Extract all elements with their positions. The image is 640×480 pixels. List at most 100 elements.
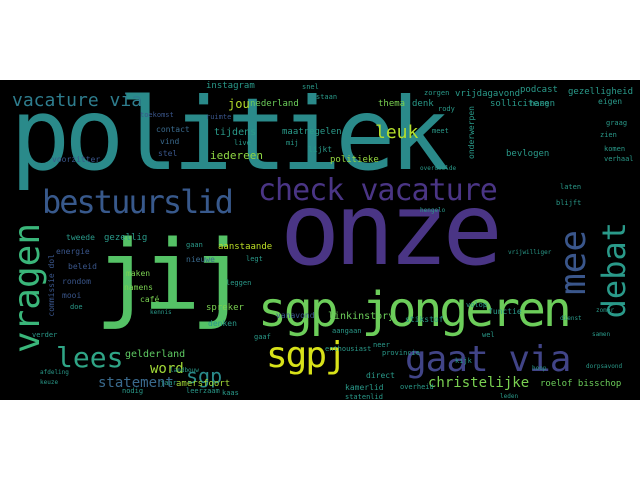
word-gaat-via: gaat via: [405, 339, 571, 380]
word-overheid: overheid: [400, 383, 434, 391]
word-solliciteren: solliciteren: [490, 99, 556, 109]
word-sgp: sgp: [186, 364, 223, 388]
word-stel: stel: [158, 149, 178, 158]
word-leuk: leuk: [375, 122, 419, 143]
word-sgpj: sgpj: [266, 335, 347, 376]
word-toekomst: toekomst: [140, 111, 174, 119]
word-graag: graag: [606, 119, 628, 127]
word-gaaf: gaaf: [254, 333, 271, 341]
word-hoop: hoop: [532, 365, 547, 372]
word-tweede: tweede: [66, 233, 95, 242]
word-lees: lees: [56, 341, 124, 374]
word-denk: denk: [412, 99, 434, 109]
word-sgp-jongeren: sgp jongeren: [258, 282, 572, 338]
word-roelof-bisschop: roelof bisschop: [540, 379, 622, 389]
word-blijft: blijft: [556, 199, 582, 207]
word-keuze: keuze: [40, 379, 59, 386]
word-maatregelen: maatregelen: [282, 127, 342, 137]
word-provincie: provincie: [382, 349, 420, 357]
word-politieke: politieke: [330, 155, 379, 165]
word-spreker: spreker: [206, 303, 244, 313]
word-live: live: [234, 139, 251, 147]
word-zorgen: zorgen: [424, 89, 450, 97]
word-cafe: café: [140, 295, 160, 304]
word-snel: snel: [302, 83, 319, 91]
word-samen: samen: [592, 331, 611, 338]
word-gaan: gaan: [186, 241, 203, 249]
word-voorzitter: voorzitter: [52, 155, 101, 164]
word-zomer: zomer: [596, 307, 615, 314]
word-zien: zien: [600, 131, 617, 139]
word-word: word: [150, 361, 184, 377]
word-dorpsavond: dorpsavond: [586, 363, 623, 370]
word-vrijdagavond: vrijdagavond: [455, 89, 521, 99]
word-leggen: leggen: [226, 279, 252, 287]
word-onze: onze: [280, 171, 503, 288]
word-rondom: rondom: [62, 277, 91, 286]
word-kamerlid: kamerlid: [345, 383, 384, 392]
word-kaas: kaas: [222, 389, 239, 397]
word-statement: statement: [98, 375, 174, 391]
word-rody: rody: [438, 105, 455, 113]
word-dienst: dienst: [560, 315, 582, 322]
word-tijdens: tijdens: [214, 127, 257, 138]
word-haag: haag: [530, 99, 550, 108]
word-afdeling: afdeling: [40, 369, 69, 376]
word-leerzaam: leerzaam: [186, 387, 220, 395]
word-gelderland: gelderland: [125, 349, 186, 360]
word-thema: thema: [378, 99, 406, 109]
word-meet: meet: [432, 127, 449, 135]
word-bestuurslid: bestuurslid: [42, 183, 234, 221]
word-statenlid: statenlid: [345, 393, 383, 401]
word-overdeelde: overdeelde: [420, 165, 457, 172]
word-amersfoort: amersfoort: [176, 379, 231, 389]
word-vrijwilliger: vrijwilliger: [508, 249, 552, 256]
word-lijkt: lijkt: [308, 145, 333, 154]
word-podcast: podcast: [520, 85, 558, 95]
word-vacature-via: vacature via: [12, 90, 143, 111]
word-mee: mee: [553, 230, 594, 296]
word-leden: leden: [500, 393, 519, 400]
word-eigen: eigen: [598, 97, 623, 106]
word-nodig: nodig: [122, 387, 144, 395]
word-landbouw: landbouw: [170, 367, 199, 374]
word-christelijke: christelijke: [428, 375, 530, 391]
word-gezelligheid: gezelligheid: [568, 87, 634, 97]
word-iedereen: iedereen: [210, 149, 263, 162]
word-gezellig: gezellig: [104, 233, 148, 243]
word-instagram: instagram: [206, 81, 255, 91]
word-nieuwe: nieuwe: [186, 255, 215, 264]
word-onderwerpen: onderwerpen: [467, 106, 476, 159]
word-contact: contact: [156, 125, 190, 134]
word-bevlogen: bevlogen: [506, 149, 550, 159]
word-komen: komen: [604, 145, 626, 153]
word-doe: doe: [70, 303, 83, 311]
word-nederland: nederland: [250, 99, 299, 109]
word-jij: jij: [95, 220, 248, 332]
word-vind: vind: [160, 137, 180, 146]
word-beleid: beleid: [68, 262, 97, 271]
word-namens: namens: [124, 283, 153, 292]
word-enthousiast: enthousiast: [325, 345, 372, 353]
word-stikstof: stikstof: [405, 315, 444, 324]
word-wel: wel: [482, 331, 495, 339]
word-debat: debat: [595, 222, 633, 319]
word-linkinstory: linkinstory: [328, 311, 395, 322]
word-direct: direct: [366, 371, 395, 380]
word-energie: energie: [56, 247, 90, 256]
word-commissie-dol: commissie dol: [47, 254, 56, 317]
word-denken: denken: [208, 319, 237, 328]
word-mij: mij: [286, 139, 299, 147]
word-politiek: politiek: [10, 80, 450, 193]
word-volop: volop: [466, 301, 488, 309]
word-staan: staan: [316, 93, 338, 101]
word-legt: legt: [246, 255, 263, 263]
word-functie: functie: [488, 307, 522, 316]
word-kijk: kijk: [455, 357, 472, 365]
word-mooi: mooi: [62, 291, 82, 300]
word-neer: neer: [373, 341, 390, 349]
word-verder: verder: [32, 331, 58, 339]
word-hengelo: hengelo: [420, 207, 446, 214]
word-kennis: kennis: [150, 309, 172, 316]
word-verhaal: verhaal: [604, 155, 634, 163]
